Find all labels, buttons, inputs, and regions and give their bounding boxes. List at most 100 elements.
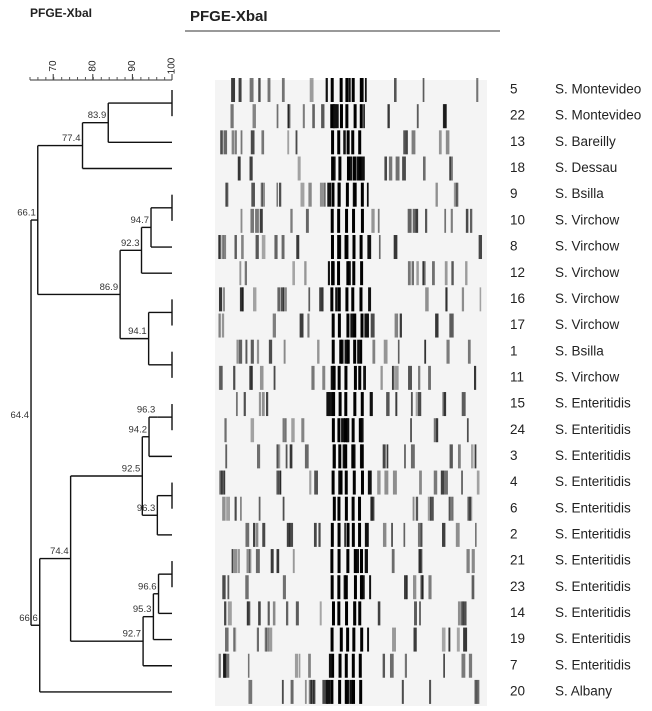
gel-band: [422, 156, 426, 181]
gel-band: [359, 287, 363, 312]
gel-band: [444, 208, 447, 233]
gel-band: [285, 601, 289, 626]
gel-band: [256, 444, 261, 469]
gel-band: [352, 679, 356, 704]
gel-band: [284, 418, 287, 443]
title: PFGE-XbaI: [190, 8, 268, 25]
gel-band: [377, 208, 380, 233]
gel-band: [230, 104, 234, 129]
gel-band: [250, 130, 255, 155]
gel-band: [268, 339, 273, 364]
gel-band: [218, 287, 223, 312]
gel-band: [317, 339, 320, 364]
gel-band: [382, 522, 387, 547]
serotype-name: S. Enteritidis: [555, 631, 631, 646]
gel-band: [286, 522, 291, 547]
node-similarity: 94.7: [131, 215, 150, 226]
gel-band: [223, 235, 227, 260]
isolate-number: 21: [510, 553, 525, 568]
gel-band: [416, 261, 419, 286]
gel-band: [259, 208, 263, 233]
gel-band: [247, 601, 249, 626]
gel-band: [221, 235, 224, 260]
gel-band: [339, 104, 343, 129]
gel-band: [330, 208, 334, 233]
gel-band: [435, 182, 438, 207]
gel-band: [358, 496, 362, 521]
gel-band: [262, 522, 266, 547]
gel-band: [323, 182, 326, 207]
gel-band: [222, 287, 225, 312]
node-similarity: 94.2: [129, 424, 148, 435]
gel-band: [308, 182, 312, 207]
gel-band: [353, 365, 357, 390]
gel-band: [231, 78, 236, 102]
gel-band: [360, 208, 364, 233]
gel-band: [367, 235, 372, 260]
gel-band: [304, 444, 309, 469]
gel-band: [412, 496, 415, 521]
gel-band: [445, 287, 448, 312]
gel-band: [308, 679, 312, 704]
gel-band: [428, 365, 431, 390]
gel-band: [276, 182, 279, 207]
gel-band: [348, 156, 353, 181]
gel-band: [301, 418, 305, 443]
gel-band: [222, 575, 226, 600]
gel-band: [420, 522, 423, 547]
gel-band: [466, 549, 470, 574]
gel-band: [360, 470, 364, 495]
gel-band: [451, 261, 454, 286]
gel-band: [308, 653, 311, 678]
gel-band: [449, 444, 453, 469]
gel-band: [223, 470, 226, 495]
serotype-name: S. Dessau: [555, 160, 617, 175]
node-similarity: 95.3: [133, 604, 152, 615]
gel-band: [249, 549, 252, 574]
gel-band: [294, 653, 299, 678]
gel-band: [476, 470, 480, 495]
gel-band: [349, 679, 353, 704]
gel-band: [351, 496, 355, 521]
gel-band: [351, 287, 355, 312]
gel-band: [337, 235, 341, 260]
serotype-name: S. Virchow: [555, 265, 620, 280]
gel-band: [247, 653, 250, 678]
gel-band: [419, 470, 422, 495]
gel-band: [433, 418, 437, 443]
gel-band: [448, 496, 451, 521]
gel-band: [469, 208, 473, 233]
gel-band: [292, 261, 295, 286]
gel-band: [389, 653, 394, 678]
gel-band: [352, 261, 356, 286]
gel-band: [412, 208, 416, 233]
gel-band: [309, 470, 312, 495]
gel-band: [410, 444, 415, 469]
gel-band: [413, 627, 417, 652]
gel-band: [403, 522, 406, 547]
gel-band: [352, 156, 356, 181]
gel-band: [429, 679, 432, 704]
serotype-name: S. Enteritidis: [555, 396, 631, 411]
gel-band: [380, 365, 383, 390]
gel-band: [471, 575, 475, 600]
gel-band: [364, 313, 368, 338]
gel-band: [314, 470, 318, 495]
gel-band: [364, 522, 369, 547]
gel-band: [410, 392, 413, 417]
gel-band: [341, 418, 345, 443]
gel-band: [352, 470, 356, 495]
gel-band: [331, 261, 335, 286]
gel-band: [330, 549, 334, 574]
gel-band: [237, 156, 241, 181]
isolate-number: 1: [510, 343, 518, 358]
gel-band: [364, 78, 367, 102]
gel-band: [276, 549, 280, 574]
gel-band: [369, 392, 373, 417]
node-similarity: 74.4: [50, 546, 69, 557]
gel-band: [344, 418, 348, 443]
gel-band: [313, 679, 316, 704]
gel-band: [309, 679, 313, 704]
gel-band: [231, 130, 235, 155]
gel-band: [252, 104, 256, 129]
